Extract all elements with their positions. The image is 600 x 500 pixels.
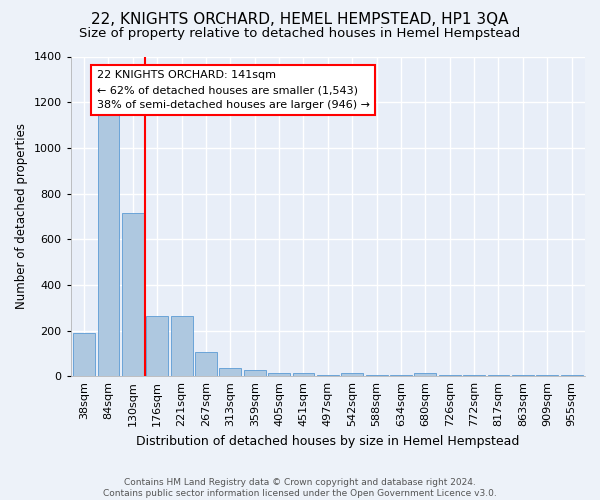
Y-axis label: Number of detached properties: Number of detached properties: [15, 124, 28, 310]
Bar: [244, 370, 266, 376]
Bar: [463, 375, 485, 376]
Bar: [73, 333, 95, 376]
Bar: [268, 373, 290, 376]
Text: 22, KNIGHTS ORCHARD, HEMEL HEMPSTEAD, HP1 3QA: 22, KNIGHTS ORCHARD, HEMEL HEMPSTEAD, HP…: [91, 12, 509, 28]
Text: 22 KNIGHTS ORCHARD: 141sqm
← 62% of detached houses are smaller (1,543)
38% of s: 22 KNIGHTS ORCHARD: 141sqm ← 62% of deta…: [97, 70, 370, 110]
Bar: [512, 375, 534, 376]
Bar: [317, 375, 339, 376]
Bar: [122, 213, 144, 376]
Bar: [293, 374, 314, 376]
Bar: [341, 373, 363, 376]
Bar: [365, 375, 388, 376]
Text: Size of property relative to detached houses in Hemel Hempstead: Size of property relative to detached ho…: [79, 28, 521, 40]
Bar: [220, 368, 241, 376]
Bar: [560, 375, 583, 376]
Bar: [195, 352, 217, 376]
Bar: [170, 316, 193, 376]
Bar: [390, 375, 412, 376]
Text: Contains HM Land Registry data © Crown copyright and database right 2024.
Contai: Contains HM Land Registry data © Crown c…: [103, 478, 497, 498]
Bar: [536, 375, 558, 376]
Bar: [98, 114, 119, 376]
Bar: [415, 373, 436, 376]
Bar: [488, 375, 509, 376]
Bar: [439, 375, 461, 376]
Bar: [146, 316, 168, 376]
X-axis label: Distribution of detached houses by size in Hemel Hempstead: Distribution of detached houses by size …: [136, 434, 520, 448]
